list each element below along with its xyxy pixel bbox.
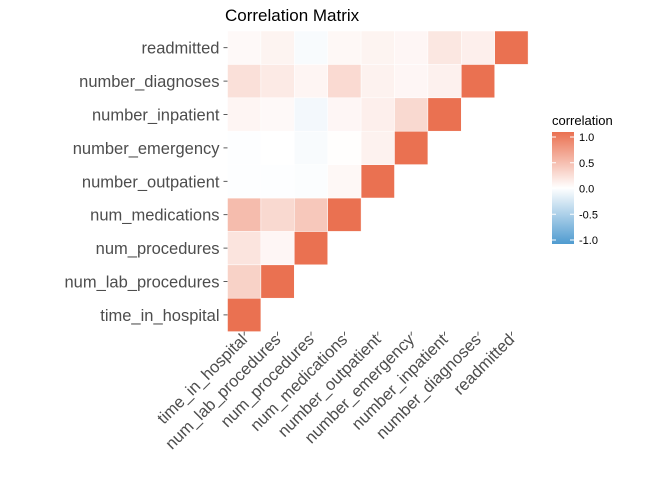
legend-colorbar: [552, 132, 574, 244]
heatmap-cell: [360, 130, 395, 165]
heatmap-cell: [394, 30, 429, 65]
heatmap-cell: [427, 64, 462, 99]
heatmap-cell: [494, 30, 529, 65]
heatmap-cell: [461, 30, 495, 65]
heatmap-cell: [327, 97, 362, 132]
heatmap-cell: [360, 97, 395, 132]
heatmap-cell: [260, 231, 295, 266]
y-tick-label: num_lab_procedures: [64, 274, 219, 292]
y-tick-label: number_outpatient: [82, 173, 220, 191]
heatmap-cell: [227, 30, 262, 65]
heatmap-cell: [327, 164, 362, 199]
legend-tick-label: 1.0: [579, 132, 594, 144]
heatmap-cell: [360, 30, 395, 65]
y-tick-label: num_procedures: [96, 240, 220, 258]
heatmap-cell: [327, 30, 362, 65]
heatmap-cell: [461, 64, 495, 99]
heatmap-cell: [294, 231, 328, 266]
y-tick-label: number_emergency: [73, 140, 220, 158]
heatmap-cell: [394, 64, 429, 99]
legend-tick-label: 0.0: [579, 184, 594, 196]
legend-ticks: 1.0 0.5 0.0 -0.5 -1.0: [552, 132, 598, 247]
heatmap-cell: [294, 30, 328, 65]
legend-tick-label: 0.5: [579, 158, 594, 170]
heatmap-cell: [260, 64, 295, 99]
heatmap-cell: [227, 164, 262, 199]
heatmap-cell: [227, 97, 262, 132]
heatmap-cells: [227, 30, 529, 332]
legend-title: correlation: [552, 113, 613, 128]
heatmap-cell: [360, 164, 395, 199]
heatmap-cell: [394, 97, 429, 132]
heatmap-cell: [260, 30, 295, 65]
y-tick-label: readmitted: [142, 40, 220, 58]
heatmap-cell: [260, 97, 295, 132]
heatmap-cell: [227, 197, 262, 232]
heatmap-cell: [227, 130, 262, 165]
heatmap-cell: [427, 97, 462, 132]
heatmap-cell: [260, 164, 295, 199]
y-axis-tick-labels: time_in_hospital num_lab_procedures num_pr…: [64, 40, 228, 325]
y-tick-label: number_inpatient: [92, 107, 220, 125]
y-tick-label: number_diagnoses: [79, 73, 219, 91]
heatmap-cell: [294, 197, 328, 232]
heatmap-cell: [260, 130, 295, 165]
heatmap-cell: [260, 264, 295, 299]
heatmap-cell: [427, 30, 462, 65]
legend-tick-label: -1.0: [579, 235, 598, 247]
x-axis-tick-labels: time_in_hospitalnum_lab_proceduresnum_pr…: [154, 330, 518, 453]
heatmap-cell: [227, 297, 262, 332]
heatmap-cell: [394, 130, 429, 165]
chart-title: Correlation Matrix: [225, 6, 360, 25]
legend-tick-label: -0.5: [579, 209, 598, 221]
heatmap-cell: [360, 64, 395, 99]
heatmap-cell: [294, 130, 328, 165]
heatmap-cell: [327, 197, 362, 232]
heatmap-cell: [227, 231, 262, 266]
heatmap-cell: [227, 264, 262, 299]
heatmap-cell: [327, 64, 362, 99]
heatmap-cell: [227, 64, 262, 99]
y-tick-label: num_medications: [90, 207, 219, 225]
heatmap-cell: [294, 64, 328, 99]
heatmap-cell: [327, 130, 362, 165]
y-tick-label: time_in_hospital: [100, 307, 219, 325]
color-legend: correlation 1.0 0.5 0.0 -0.5 -1.0: [552, 113, 613, 247]
heatmap-cell: [294, 164, 328, 199]
heatmap-cell: [294, 97, 328, 132]
heatmap-cell: [260, 197, 295, 232]
